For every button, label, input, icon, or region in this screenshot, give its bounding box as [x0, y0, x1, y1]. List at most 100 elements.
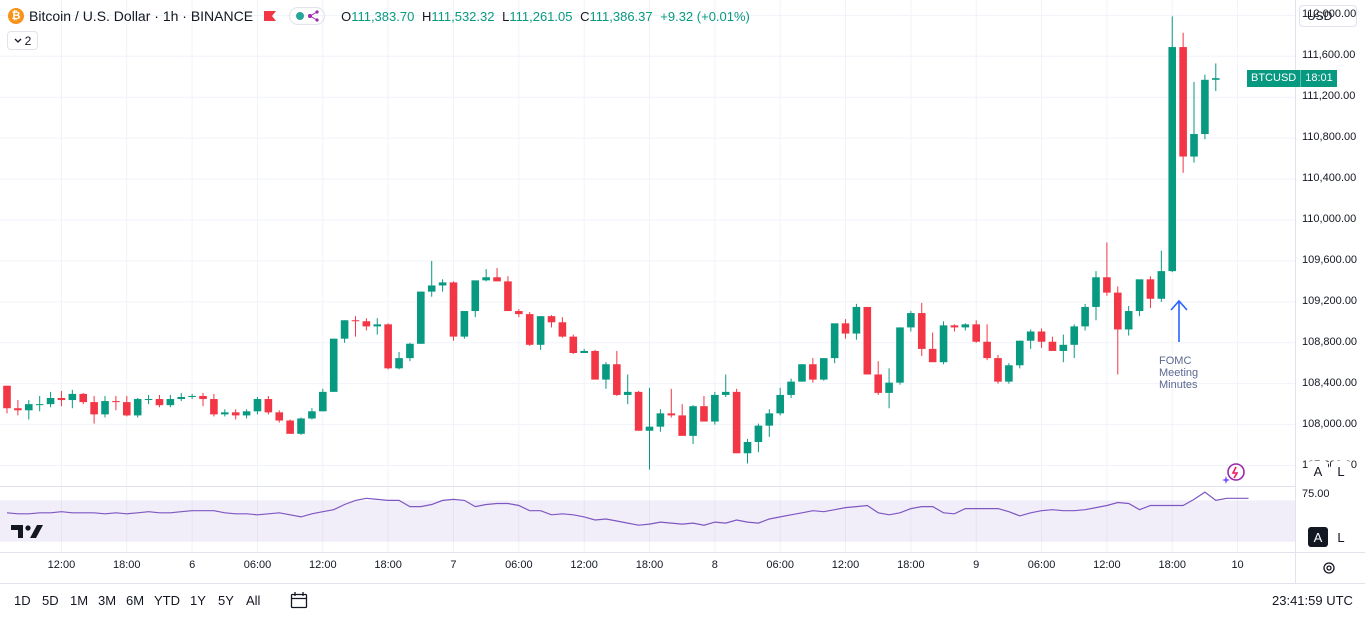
candle-body	[221, 412, 229, 415]
candle-body	[983, 341, 991, 359]
range-button-6m[interactable]: 6M	[126, 593, 145, 608]
bottom-toolbar	[0, 583, 1365, 620]
candle-body	[634, 391, 643, 431]
rsi-line	[6, 491, 1249, 526]
candle-body	[721, 391, 730, 395]
candle-body	[90, 402, 98, 415]
currency-select[interactable]: USD	[1299, 5, 1357, 27]
candle-body	[689, 406, 697, 436]
candle-body	[177, 396, 186, 400]
candle-body	[852, 306, 861, 334]
candle-body	[536, 316, 545, 345]
candle-body	[1168, 47, 1177, 272]
candle-body	[656, 413, 665, 427]
candle-body	[776, 394, 784, 414]
candle-body	[438, 282, 447, 286]
open-label: O	[341, 8, 352, 24]
time-tick-label: 18:00	[1158, 559, 1186, 571]
indicators-collapse-button[interactable]: 2	[7, 31, 38, 50]
candle-body	[743, 442, 752, 454]
range-button-3m[interactable]: 3M	[98, 593, 117, 608]
rsi-auto-scale-button[interactable]: A	[1308, 527, 1328, 547]
candle-body	[1146, 279, 1155, 299]
candle-body	[1113, 292, 1122, 330]
candle-body	[939, 325, 948, 363]
time-tick-label: 12:00	[831, 559, 860, 571]
low-value: 111,261.05	[509, 8, 573, 24]
sparkle-icon[interactable]	[1222, 461, 1246, 485]
time-tick-label: 12:00	[309, 559, 337, 571]
candle-body	[166, 399, 175, 406]
indicator-pill[interactable]	[289, 7, 326, 25]
auto-scale-button[interactable]: A	[1308, 461, 1328, 481]
time-tick-label: 06:00	[766, 559, 794, 571]
symbol-legend[interactable]: ₿ Bitcoin / U.S. Dollar · 1h · BINANCE O…	[8, 6, 750, 26]
symbol-title[interactable]: Bitcoin / U.S. Dollar · 1h · BINANCE	[29, 8, 254, 24]
arrow-up-icon[interactable]	[1169, 298, 1189, 344]
range-button-1y[interactable]: 1Y	[190, 593, 206, 608]
tradingview-logo-icon[interactable]	[11, 523, 43, 539]
flag-icon[interactable]	[263, 10, 277, 22]
candle-body	[732, 391, 741, 454]
candle-body	[264, 399, 273, 413]
range-button-1m[interactable]: 1M	[70, 593, 89, 608]
candle-body	[885, 382, 893, 393]
candle-body	[863, 306, 872, 375]
utc-clock[interactable]: 23:41:59 UTC	[1272, 593, 1353, 608]
candle-body	[1135, 279, 1144, 312]
candle-body	[896, 327, 904, 383]
candle-body	[199, 395, 207, 400]
chart-grid	[0, 0, 1295, 552]
high-label: H	[421, 8, 432, 24]
range-button-ytd[interactable]: YTD	[154, 593, 180, 608]
bitcoin-icon: ₿	[8, 8, 24, 24]
candle-body	[525, 314, 534, 345]
rsi-log-scale-button[interactable]: L	[1331, 527, 1351, 547]
candle-body	[14, 408, 22, 411]
candle-body	[362, 321, 371, 327]
price-tick-label: 109,600.00	[1302, 253, 1358, 266]
calendar-goto-icon[interactable]	[290, 591, 310, 609]
candle-body	[1179, 47, 1187, 157]
candle-body	[112, 401, 120, 403]
range-button-5y[interactable]: 5Y	[218, 593, 234, 608]
range-button-1d[interactable]: 1D	[14, 593, 31, 608]
candle-body	[667, 413, 676, 416]
time-axis-separator	[0, 552, 1365, 553]
candle-body	[798, 364, 806, 382]
chart-canvas[interactable]	[0, 0, 1295, 583]
candle-body	[830, 323, 839, 359]
candle-body	[645, 426, 654, 431]
candle-body	[482, 277, 490, 281]
candle-body	[471, 280, 480, 312]
candle-body	[493, 277, 501, 282]
candle-body	[961, 324, 970, 328]
settings-gear-icon[interactable]	[1320, 560, 1338, 576]
candle-body	[275, 412, 284, 421]
candle-body	[504, 281, 512, 312]
last-price-tag: BTCUSD 18:01	[1247, 69, 1337, 87]
annotation-line-3: Minutes	[1159, 379, 1198, 391]
candle-body	[1048, 341, 1057, 351]
range-button-5d[interactable]: 5D	[42, 593, 59, 608]
log-scale-button[interactable]: L	[1331, 461, 1351, 481]
time-tick-label: 8	[711, 559, 718, 571]
status-dot-icon	[295, 12, 304, 20]
time-tick-label: 10	[1231, 559, 1244, 571]
candle-body	[1070, 326, 1079, 345]
candle-body	[602, 364, 610, 380]
range-button-all[interactable]: All	[246, 593, 261, 608]
candle-body	[1081, 306, 1089, 327]
candle-body	[3, 385, 11, 409]
candle-body	[155, 399, 164, 406]
rsi-axis-tick: 75.00	[1302, 488, 1330, 500]
fomc-annotation[interactable]: FOMC Meeting Minutes	[1159, 355, 1198, 391]
price-tick-label: 108,800.00	[1302, 335, 1358, 348]
candle-body	[329, 338, 338, 392]
candle-body	[35, 404, 44, 406]
candle-body	[351, 320, 360, 322]
price-tick-label: 110,000.00	[1302, 212, 1357, 225]
pane-separator[interactable]	[0, 486, 1295, 487]
candle-body	[406, 343, 414, 359]
